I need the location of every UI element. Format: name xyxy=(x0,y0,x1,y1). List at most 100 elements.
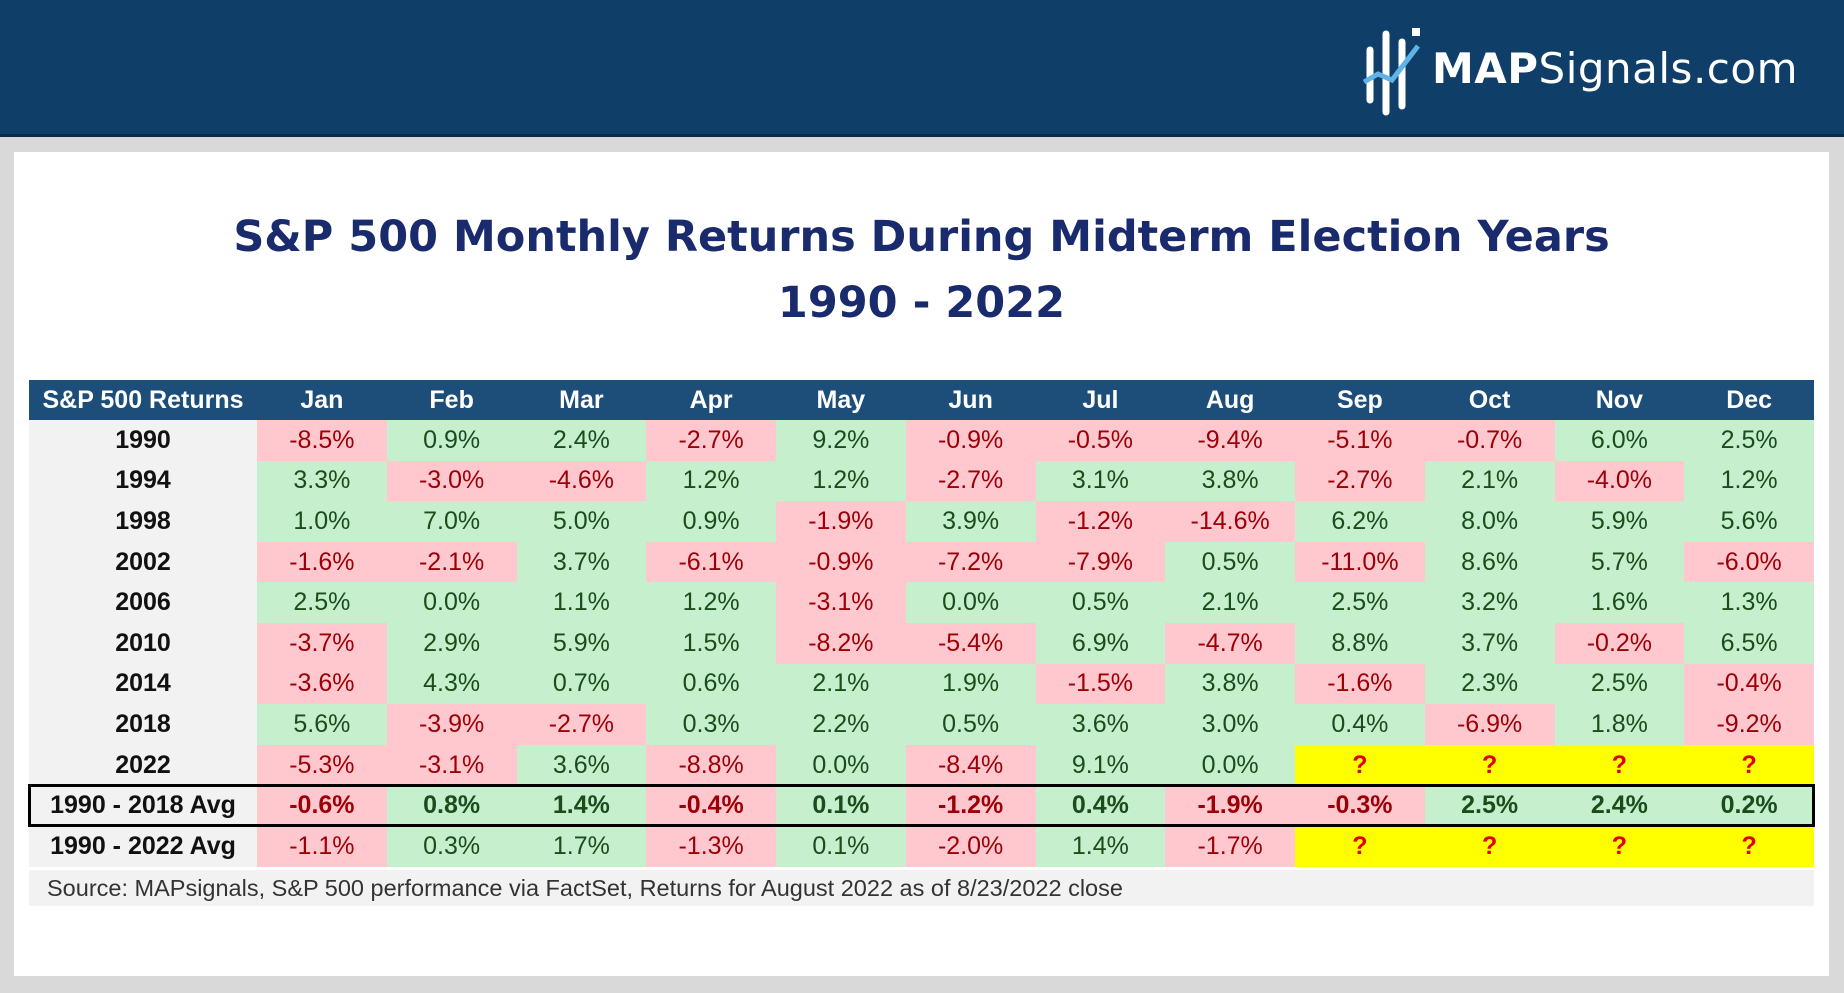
return-cell: -1.2% xyxy=(1035,501,1166,542)
return-cell: ? xyxy=(1684,744,1814,786)
return-cell: 5.0% xyxy=(516,501,647,542)
header-divider xyxy=(0,134,1844,137)
table-row: 1998 1.0% 7.0% 5.0% 0.9% -1.9% 3.9% -1.2% -14.6%… xyxy=(29,501,1814,542)
return-cell: 3.7% xyxy=(1424,622,1555,664)
return-cell: -11.0% xyxy=(1295,541,1425,583)
return-cell: -6.9% xyxy=(1424,704,1555,745)
return-cell: -8.8% xyxy=(646,744,776,786)
chart-title: S&P 500 Monthly Returns During Midterm E… xyxy=(233,212,1610,262)
row-label: 2022 xyxy=(29,744,257,786)
return-cell: -3.6% xyxy=(257,663,387,705)
return-cell: 7.0% xyxy=(386,501,517,542)
return-cell: -2.1% xyxy=(386,541,517,583)
source-note: Source: MAPsignals, S&P 500 performance … xyxy=(29,870,1814,906)
return-cell: 0.4% xyxy=(1035,785,1166,827)
table-body: 1990 -8.5% 0.9% 2.4% -2.7% 9.2% -0.9% -0.5% -9.4… xyxy=(28,420,1815,868)
column-header-jun: Jun xyxy=(905,380,1036,420)
return-cell: 1.7% xyxy=(516,826,647,868)
return-cell: 6.2% xyxy=(1295,501,1425,542)
return-cell: -3.9% xyxy=(386,704,517,745)
return-cell: -3.1% xyxy=(776,582,906,623)
return-cell: ? xyxy=(1295,744,1425,786)
return-cell: -8.4% xyxy=(905,744,1036,786)
return-cell: 1.5% xyxy=(646,622,776,664)
return-cell: 1.8% xyxy=(1554,704,1685,745)
return-cell: -0.3% xyxy=(1295,785,1425,827)
return-cell: -0.9% xyxy=(776,541,906,583)
return-cell: ? xyxy=(1424,826,1555,868)
return-cell: 5.7% xyxy=(1554,541,1685,583)
return-cell: -8.2% xyxy=(776,622,906,664)
column-header-sep: Sep xyxy=(1295,380,1425,420)
return-cell: 2.5% xyxy=(1684,420,1814,461)
return-cell: -1.6% xyxy=(257,541,387,583)
return-cell: -4.7% xyxy=(1165,622,1295,664)
return-cell: 2.1% xyxy=(776,663,906,705)
table-row: 2002 -1.6% -2.1% 3.7% -6.1% -0.9% -7.2% -7.9% 0.… xyxy=(29,541,1814,583)
column-header-may: May xyxy=(776,380,906,420)
return-cell: 2.4% xyxy=(516,420,647,461)
return-cell: -6.0% xyxy=(1684,541,1814,583)
return-cell: 0.1% xyxy=(776,826,906,868)
return-cell: ? xyxy=(1554,744,1685,786)
return-cell: -14.6% xyxy=(1165,501,1295,542)
row-label: 2014 xyxy=(29,663,257,705)
return-cell: 5.9% xyxy=(1554,501,1685,542)
row-label: 2018 xyxy=(29,704,257,745)
return-cell: 3.1% xyxy=(1035,460,1166,502)
return-cell: 1.2% xyxy=(646,460,776,502)
column-header-oct: Oct xyxy=(1424,380,1555,420)
return-cell: 3.8% xyxy=(1165,663,1295,705)
header-bar: MAPSignals.com xyxy=(0,0,1844,134)
table-row: 2010 -3.7% 2.9% 5.9% 1.5% -8.2% -5.4% 6.9% -4.7%… xyxy=(29,622,1814,664)
row-label: 1998 xyxy=(29,501,257,542)
return-cell: -5.1% xyxy=(1295,420,1425,461)
return-cell: 1.3% xyxy=(1684,582,1814,623)
return-cell: -1.9% xyxy=(1165,785,1295,827)
return-cell: 0.7% xyxy=(516,663,647,705)
logo-text-light: Signals.com xyxy=(1538,43,1798,93)
table-header-row: S&P 500 Returns Jan Feb Mar Apr May Jun Jul Aug… xyxy=(29,380,1814,420)
corner-header: S&P 500 Returns xyxy=(29,380,257,420)
return-cell: 1.2% xyxy=(646,582,776,623)
return-cell: -0.4% xyxy=(1684,663,1814,705)
table-row: 1994 3.3% -3.0% -4.6% 1.2% 1.2% -2.7% 3.1% 3.8% -… xyxy=(29,460,1814,502)
column-header-dec: Dec xyxy=(1684,380,1814,420)
return-cell: 0.3% xyxy=(386,826,517,868)
return-cell: 1.6% xyxy=(1554,582,1685,623)
return-cell: 0.6% xyxy=(646,663,776,705)
return-cell: -7.9% xyxy=(1035,541,1166,583)
logo-wordmark: MAPSignals.com xyxy=(1432,44,1798,93)
return-cell: 2.2% xyxy=(776,704,906,745)
column-header-apr: Apr xyxy=(646,380,776,420)
return-cell: 3.8% xyxy=(1165,460,1295,502)
return-cell: 4.3% xyxy=(386,663,517,705)
return-cell: 1.4% xyxy=(1035,826,1166,868)
row-label: 2002 xyxy=(29,541,257,583)
return-cell: 3.0% xyxy=(1165,704,1295,745)
return-cell: -0.7% xyxy=(1424,420,1555,461)
return-cell: 0.0% xyxy=(1165,744,1295,786)
return-cell: 2.5% xyxy=(1554,663,1685,705)
return-cell: 2.5% xyxy=(1424,785,1555,827)
return-cell: -2.7% xyxy=(646,420,776,461)
chart-subtitle: 1990 - 2022 xyxy=(777,278,1066,328)
return-cell: -6.1% xyxy=(646,541,776,583)
return-cell: 2.9% xyxy=(386,622,517,664)
return-cell: 3.6% xyxy=(1035,704,1166,745)
column-header-jan: Jan xyxy=(257,380,387,420)
logo-icon xyxy=(1362,28,1420,116)
return-cell: 1.0% xyxy=(257,501,387,542)
return-cell: -1.5% xyxy=(1035,663,1166,705)
return-cell: 0.4% xyxy=(1295,704,1425,745)
return-cell: 0.2% xyxy=(1684,785,1814,827)
return-cell: 2.3% xyxy=(1424,663,1555,705)
table-row: 2018 5.6% -3.9% -2.7% 0.3% 2.2% 0.5% 3.6% 3.0% 0.… xyxy=(29,704,1814,745)
return-cell: 8.6% xyxy=(1424,541,1555,583)
return-cell: -8.5% xyxy=(257,420,387,461)
return-cell: -3.7% xyxy=(257,622,387,664)
return-cell: -9.2% xyxy=(1684,704,1814,745)
row-label: 1994 xyxy=(29,460,257,502)
return-cell: 6.0% xyxy=(1554,420,1685,461)
return-cell: 5.6% xyxy=(1684,501,1814,542)
